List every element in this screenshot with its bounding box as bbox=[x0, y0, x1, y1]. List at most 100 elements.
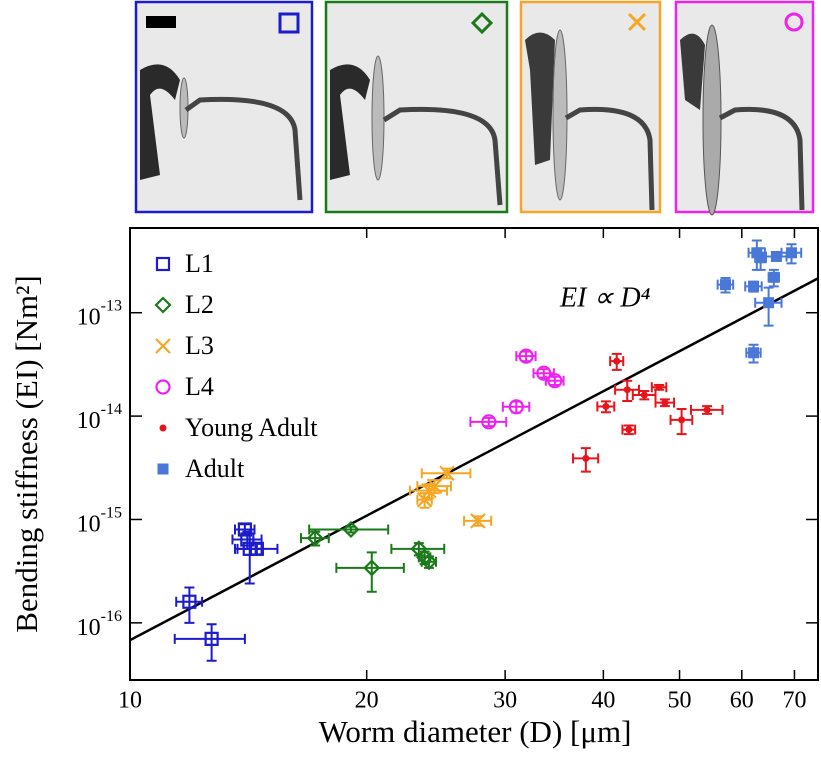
marker-shape bbox=[678, 416, 686, 424]
marker-shape bbox=[157, 463, 169, 475]
marker-shape bbox=[623, 386, 631, 394]
y-tick-label: 10-16 bbox=[77, 608, 122, 641]
marker bbox=[613, 357, 621, 365]
x-tick-label: 20 bbox=[355, 688, 379, 714]
marker bbox=[625, 426, 633, 434]
legend-label: L3 bbox=[185, 331, 214, 360]
marker-shape bbox=[613, 357, 621, 365]
marker bbox=[661, 399, 669, 407]
marker bbox=[240, 532, 255, 547]
marker bbox=[182, 594, 197, 609]
marker bbox=[155, 379, 171, 395]
marker-shape bbox=[719, 279, 731, 291]
x-tick-label: 30 bbox=[493, 688, 517, 714]
marker-shape bbox=[655, 383, 663, 391]
marker bbox=[420, 553, 438, 571]
marker-shape bbox=[748, 280, 760, 292]
x-tick-label: 50 bbox=[668, 688, 692, 714]
marker-shape bbox=[768, 271, 780, 283]
marker-shape bbox=[625, 426, 633, 434]
marker bbox=[640, 391, 648, 399]
marker bbox=[536, 365, 552, 381]
marker bbox=[547, 373, 563, 389]
marker-shape bbox=[481, 414, 497, 430]
marker-shape bbox=[342, 520, 360, 539]
marker bbox=[426, 478, 443, 494]
x-error-bar bbox=[335, 562, 405, 573]
legend-label: Young Adult bbox=[185, 413, 318, 442]
marker bbox=[786, 247, 798, 259]
marker-shape bbox=[508, 399, 524, 415]
marker bbox=[748, 347, 760, 359]
marker bbox=[159, 424, 167, 432]
marker-shape bbox=[518, 348, 534, 364]
legend-label: L2 bbox=[185, 290, 214, 319]
panel-l4 bbox=[674, 0, 815, 216]
y-tick-exponent: -13 bbox=[101, 297, 122, 314]
marker bbox=[439, 465, 455, 482]
marker bbox=[363, 559, 381, 577]
marker-shape bbox=[640, 391, 648, 399]
y-tick-base: 10 bbox=[77, 304, 101, 330]
marker bbox=[763, 297, 775, 309]
marker-shape bbox=[755, 252, 767, 264]
marker-shape bbox=[159, 424, 167, 432]
fit-annotation: EI ∝ D⁴ bbox=[559, 282, 651, 313]
fit-line bbox=[129, 277, 819, 642]
marker-shape bbox=[661, 399, 669, 407]
marker bbox=[770, 250, 782, 262]
marker-shape bbox=[770, 250, 782, 262]
x-tick-label: 10 bbox=[118, 688, 142, 714]
marker-shape bbox=[306, 529, 324, 547]
marker bbox=[154, 296, 172, 314]
x-error-bar bbox=[173, 633, 246, 644]
y-axis-label: Bending stiffness (EI) [Nm²] bbox=[9, 275, 44, 632]
marker bbox=[508, 399, 524, 415]
marker bbox=[748, 280, 760, 292]
image-panels bbox=[134, 0, 815, 216]
marker bbox=[342, 520, 360, 539]
y-tick-exponent: -15 bbox=[101, 504, 122, 521]
marker bbox=[306, 529, 324, 547]
marker-shape bbox=[786, 247, 798, 259]
marker bbox=[470, 513, 486, 529]
x-error-bar bbox=[390, 543, 446, 554]
marker-shape bbox=[420, 553, 438, 571]
marker-shape bbox=[582, 454, 590, 462]
x-error-bar bbox=[308, 524, 390, 535]
marker bbox=[623, 386, 631, 394]
legend-label: L1 bbox=[185, 249, 214, 278]
marker bbox=[719, 279, 731, 291]
marker-shape bbox=[748, 347, 760, 359]
y-error-bar bbox=[206, 623, 217, 662]
marker-shape bbox=[547, 373, 563, 389]
marker-shape bbox=[155, 338, 171, 354]
x-tick-label: 70 bbox=[782, 688, 806, 714]
panel-l2 bbox=[324, 0, 509, 214]
marker bbox=[204, 631, 219, 646]
x-axis-label: Worm diameter (D) [μm] bbox=[319, 714, 632, 749]
marker bbox=[481, 414, 497, 430]
y-tick-label: 10-13 bbox=[77, 297, 122, 330]
marker bbox=[157, 463, 169, 475]
marker-shape bbox=[154, 296, 172, 314]
y-error-bar bbox=[184, 586, 195, 624]
marker-shape bbox=[155, 256, 171, 272]
marker-shape bbox=[249, 541, 264, 556]
legend-label: Adult bbox=[185, 454, 245, 483]
plot-frame bbox=[129, 227, 819, 681]
marker-shape bbox=[155, 379, 171, 395]
marker-shape bbox=[240, 532, 255, 547]
y-error-bar bbox=[244, 528, 255, 585]
marker-shape bbox=[439, 465, 455, 482]
marker-shape bbox=[363, 559, 381, 577]
marker bbox=[155, 338, 171, 354]
y-tick-base: 10 bbox=[77, 511, 101, 537]
y-tick-base: 10 bbox=[77, 408, 101, 434]
y-tick-exponent: -14 bbox=[101, 401, 122, 418]
marker-shape bbox=[602, 402, 610, 410]
y-tick-exponent: -16 bbox=[101, 608, 122, 625]
marker bbox=[518, 348, 534, 364]
marker bbox=[755, 252, 767, 264]
